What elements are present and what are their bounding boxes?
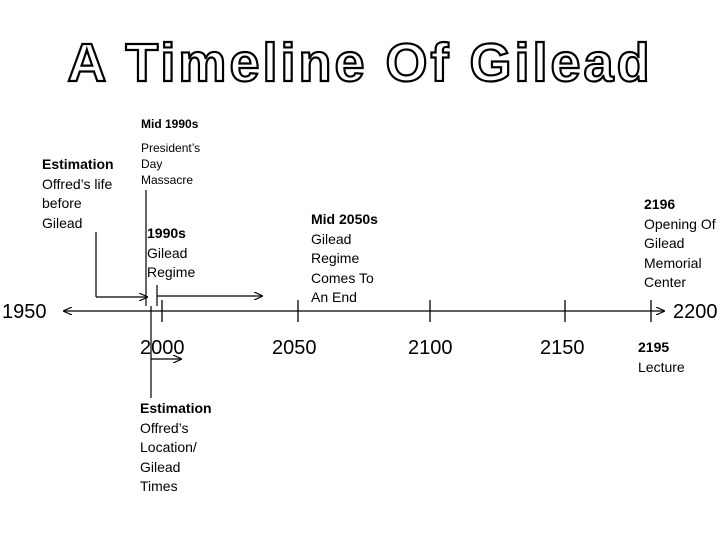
timeline-title: A Timeline Of Gilead bbox=[66, 32, 652, 90]
title-text: A Timeline Of Gilead bbox=[67, 33, 652, 90]
event-offred-before: Estimation Offred’s life before Gilead bbox=[42, 155, 114, 233]
tick-label-2050: 2050 bbox=[272, 337, 317, 359]
tick-label-2150: 2150 bbox=[540, 337, 585, 359]
tick-label-2000: 2000 bbox=[140, 337, 185, 359]
axis-end-label: 2200 bbox=[673, 301, 718, 323]
event-text: Gilead Regime Comes To An End bbox=[311, 230, 374, 306]
event-heading: Estimation bbox=[42, 156, 114, 172]
event-text: Opening Of Gilead Memorial Center bbox=[644, 215, 716, 291]
tick-label-2100: 2100 bbox=[408, 337, 453, 359]
axis-start-label: 1950 bbox=[2, 301, 47, 323]
event-regime-end: Mid 2050s Gilead Regime Comes To An End bbox=[311, 210, 378, 308]
event-text: Offred’s life before Gilead bbox=[42, 175, 113, 231]
event-heading: Mid 1990s bbox=[141, 117, 199, 131]
event-offred-location: Estimation Offred’s Location/ Gilead Tim… bbox=[140, 399, 212, 497]
event-text: President’s Day Massacre bbox=[141, 141, 201, 187]
event-presidents-day: Mid 1990s President’s Day Massacre bbox=[141, 116, 200, 188]
event-text: Offred’s Location/ Gilead Times bbox=[140, 419, 197, 495]
event-heading: Estimation bbox=[140, 400, 212, 416]
event-text: Gilead Regime bbox=[147, 244, 196, 281]
event-regime-1990s: 1990s Gilead Regime bbox=[147, 224, 195, 283]
event-text: Lecture bbox=[638, 358, 685, 375]
event-heading: Mid 2050s bbox=[311, 211, 378, 227]
event-heading: 2196 bbox=[644, 196, 676, 212]
event-lecture: 2195 Lecture bbox=[638, 338, 685, 377]
event-heading: 2195 bbox=[638, 339, 670, 355]
event-memorial-center: 2196 Opening Of Gilead Memorial Center bbox=[644, 195, 716, 293]
event-heading: 1990s bbox=[147, 225, 186, 241]
